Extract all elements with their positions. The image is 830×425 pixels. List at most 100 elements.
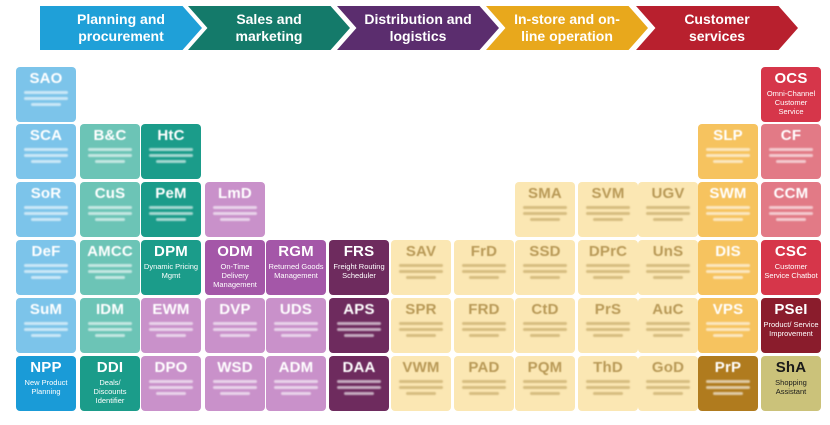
blurred-caption bbox=[522, 206, 568, 224]
blurred-caption bbox=[148, 322, 194, 340]
element-tile-auc: AuC bbox=[638, 298, 698, 353]
tile-symbol: SSD bbox=[529, 243, 561, 260]
element-tile-sav: SAV bbox=[391, 240, 451, 295]
element-tile-sha: ShA Shopping Assistant bbox=[761, 356, 821, 411]
element-tile-lmd: LmD bbox=[205, 182, 265, 237]
blurred-caption bbox=[212, 206, 258, 224]
element-tile-uns: UnS bbox=[638, 240, 698, 295]
element-tile-cus: CuS bbox=[80, 182, 140, 237]
blurred-caption bbox=[23, 148, 69, 166]
tile-symbol: CSC bbox=[774, 243, 808, 260]
element-tile-ugv: UGV bbox=[638, 182, 698, 237]
blurred-caption bbox=[461, 380, 507, 398]
tile-symbol: SPR bbox=[405, 301, 437, 318]
blurred-caption bbox=[705, 264, 751, 282]
tile-symbol: SAO bbox=[29, 70, 63, 87]
blurred-caption bbox=[23, 264, 69, 282]
tile-symbol: PQM bbox=[527, 359, 563, 376]
element-tile-ccm: CCM bbox=[761, 182, 821, 237]
blurred-caption bbox=[705, 380, 751, 398]
element-tile-aps: APS bbox=[329, 298, 389, 353]
element-tile-amcc: AMCC bbox=[80, 240, 140, 295]
element-tile-dpo: DPO bbox=[141, 356, 201, 411]
tile-symbol: SCA bbox=[29, 127, 63, 144]
blurred-caption bbox=[768, 206, 814, 224]
element-tile-psei: PSeI Product/ Service Improvement bbox=[761, 298, 821, 353]
element-tile-prp: PrP bbox=[698, 356, 758, 411]
blurred-caption bbox=[148, 380, 194, 398]
tile-symbol: CuS bbox=[94, 185, 126, 202]
blurred-caption bbox=[398, 264, 444, 282]
blurred-caption bbox=[585, 322, 631, 340]
tile-symbol: UDS bbox=[279, 301, 313, 318]
element-tile-svm: SVM bbox=[578, 182, 638, 237]
element-tile-frd: FrD bbox=[454, 240, 514, 295]
tile-symbol: CF bbox=[780, 127, 802, 144]
tile-symbol: APS bbox=[343, 301, 375, 318]
tile-name: Shopping Assistant bbox=[775, 378, 807, 396]
element-tile-pqm: PQM bbox=[515, 356, 575, 411]
element-tile-swm: SWM bbox=[698, 182, 758, 237]
blurred-caption bbox=[212, 380, 258, 398]
element-tile-def: DeF bbox=[16, 240, 76, 295]
value-chain-header: Planning and procurement Sales and market… bbox=[40, 6, 800, 50]
stage-chevron: Distribution and logistics bbox=[337, 6, 499, 50]
element-tile-sao: SAO bbox=[16, 67, 76, 122]
tile-symbol: EWM bbox=[152, 301, 190, 318]
blurred-caption bbox=[705, 322, 751, 340]
element-tile-csc: CSC Customer Service Chatbot bbox=[761, 240, 821, 295]
element-tile-rgm: RGM Returned Goods Management bbox=[266, 240, 326, 295]
element-tile-cf: CF bbox=[761, 124, 821, 179]
element-tile-thd: ThD bbox=[578, 356, 638, 411]
element-tile-npp: NPP New Product Planning bbox=[16, 356, 76, 411]
tile-symbol: NPP bbox=[30, 359, 62, 376]
element-tile-prs: PrS bbox=[578, 298, 638, 353]
element-tile-dvp: DVP bbox=[205, 298, 265, 353]
blurred-caption bbox=[336, 322, 382, 340]
tile-symbol: ADM bbox=[278, 359, 314, 376]
tile-symbol: SWM bbox=[709, 185, 747, 202]
tile-symbol: DPM bbox=[154, 243, 188, 260]
tile-name: Omni-Channel Customer Service bbox=[766, 89, 816, 116]
element-tile-vwm: VWM bbox=[391, 356, 451, 411]
blurred-caption bbox=[645, 322, 691, 340]
element-tile-sma: SMA bbox=[515, 182, 575, 237]
tile-symbol: PSeI bbox=[774, 301, 808, 318]
element-tile-vps: VPS bbox=[698, 298, 758, 353]
tile-symbol: AMCC bbox=[87, 243, 133, 260]
tile-symbol: SMA bbox=[528, 185, 562, 202]
tile-symbol: CCM bbox=[773, 185, 809, 202]
tile-symbol: DVP bbox=[219, 301, 251, 318]
element-tile-wsd: WSD bbox=[205, 356, 265, 411]
tile-symbol: LmD bbox=[218, 185, 252, 202]
tile-symbol: VPS bbox=[712, 301, 744, 318]
tile-symbol: DPO bbox=[154, 359, 188, 376]
tile-name: On-Time Delivery Management bbox=[213, 262, 257, 289]
element-tile-uds: UDS bbox=[266, 298, 326, 353]
element-tile-pad: PAD bbox=[454, 356, 514, 411]
element-tile-sum: SuM bbox=[16, 298, 76, 353]
element-tile-idm: IDM bbox=[80, 298, 140, 353]
tile-symbol: CtD bbox=[531, 301, 559, 318]
tile-name: Product/ Service Improvement bbox=[763, 320, 819, 338]
blurred-caption bbox=[585, 380, 631, 398]
blurred-caption bbox=[87, 206, 133, 224]
tile-symbol: UGV bbox=[651, 185, 685, 202]
blurred-caption bbox=[23, 206, 69, 224]
tile-symbol: SLP bbox=[713, 127, 743, 144]
tile-symbol: FRS bbox=[343, 243, 375, 260]
tile-symbol: RGM bbox=[278, 243, 314, 260]
tile-name: Freight Routing Scheduler bbox=[333, 262, 385, 280]
element-tile-ocs: OCS Omni-Channel Customer Service bbox=[761, 67, 821, 122]
element-tile-frs: FRS Freight Routing Scheduler bbox=[329, 240, 389, 295]
blurred-caption bbox=[398, 380, 444, 398]
element-tile-sca: SCA bbox=[16, 124, 76, 179]
blurred-caption bbox=[461, 264, 507, 282]
tile-symbol: PrS bbox=[594, 301, 622, 318]
blurred-caption bbox=[23, 91, 69, 109]
tile-symbol: DAA bbox=[342, 359, 376, 376]
tile-symbol: VWM bbox=[402, 359, 440, 376]
element-tile-dpm: DPM Dynamic Pricing Mgmt bbox=[141, 240, 201, 295]
tile-symbol: DIS bbox=[715, 243, 741, 260]
